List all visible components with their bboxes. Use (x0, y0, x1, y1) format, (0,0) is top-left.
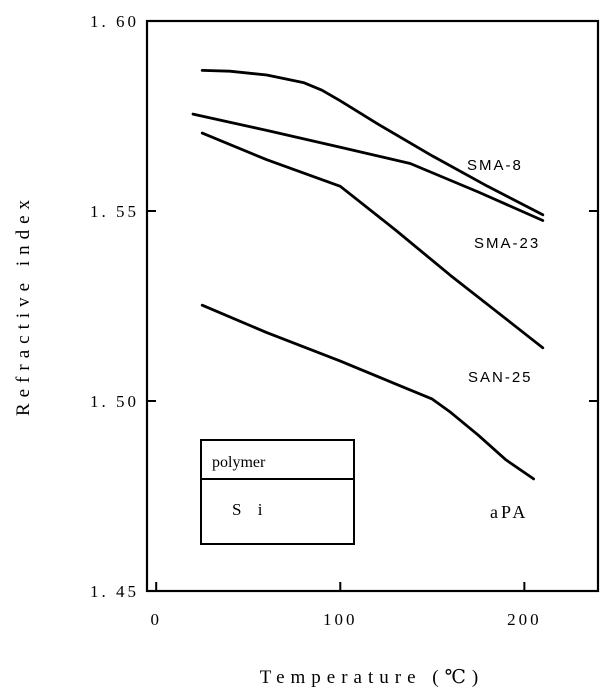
series-labels: SMA-8 SMA-23 SAN-25 aPA (467, 157, 540, 522)
y-tick-label: 1. 60 (90, 12, 139, 31)
series-lines (191, 69, 545, 481)
x-tick-label: 200 (507, 610, 542, 629)
series-label-sma-8: SMA-8 (467, 157, 523, 174)
series-label-apa: aPA (490, 502, 528, 522)
series-label-san-25: SAN-25 (468, 369, 533, 386)
series-label-sma-23: SMA-23 (474, 235, 540, 252)
y-tick-label: 1. 45 (90, 582, 139, 601)
x-axis-title: Temperature (℃) (260, 667, 484, 688)
legend-body: S i (232, 500, 268, 519)
y-tick-label: 1. 55 (90, 202, 139, 221)
y-axis-title: Refractive index (13, 194, 34, 416)
legend: polymer S i (200, 439, 355, 545)
x-tick-label: 0 (150, 610, 162, 629)
legend-header: polymer (212, 454, 266, 471)
axis-ticks (147, 20, 598, 592)
series-line-sma-23 (191, 112, 545, 222)
series-line-san-25 (200, 131, 545, 350)
legend-box (200, 439, 355, 545)
series-line-apa (200, 303, 535, 481)
axis-tick-labels: 1. 45 1. 50 1. 55 1. 60 0 100 200 (90, 12, 542, 629)
plot-area-frame (145, 19, 600, 593)
y-tick-label: 1. 50 (90, 392, 139, 411)
x-tick-label: 100 (323, 610, 358, 629)
series-line-sma-8 (200, 69, 545, 217)
